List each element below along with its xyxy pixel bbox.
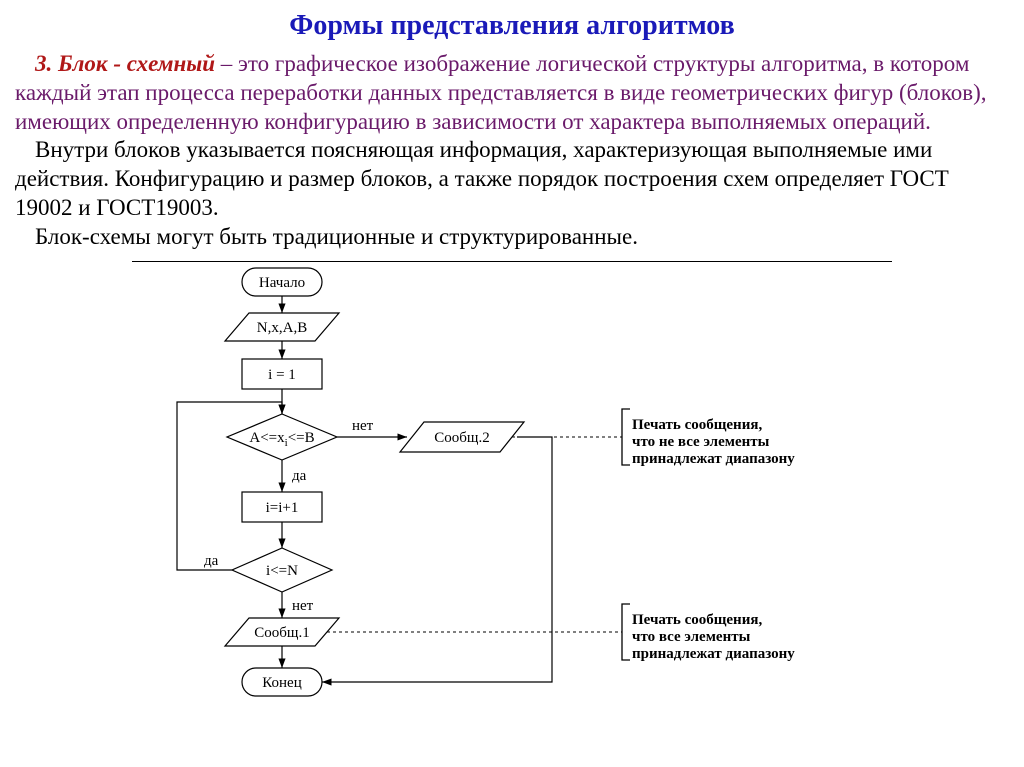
- svg-text:да: да: [292, 468, 307, 484]
- svg-text:что не все элементы: что не все элементы: [632, 434, 770, 450]
- svg-text:да: да: [204, 553, 219, 569]
- svg-text:Начало: Начало: [259, 275, 305, 291]
- paragraph-3: Блок-схемы могут быть традиционные и стр…: [15, 223, 1009, 252]
- svg-text:принадлежат диапазону: принадлежат диапазону: [632, 646, 795, 662]
- svg-text:Конец: Конец: [262, 675, 301, 691]
- flowchart-svg: данетнетдаНачалоN,x,A,Bi = 1A<=xi<=Bi=i+…: [132, 262, 892, 712]
- flowchart-container: данетнетдаНачалоN,x,A,Bi = 1A<=xi<=Bi=i+…: [132, 261, 892, 712]
- term-label: 3. Блок - схемный: [35, 51, 215, 76]
- paragraph-2: Внутри блоков указывается поясняющая инф…: [15, 136, 1009, 222]
- svg-text:Печать сообщения,: Печать сообщения,: [632, 612, 762, 628]
- page-title: Формы представления алгоритмов: [15, 10, 1009, 42]
- svg-text:Сообщ.1: Сообщ.1: [254, 625, 309, 641]
- svg-text:N,x,A,B: N,x,A,B: [257, 320, 307, 336]
- svg-text:i=i+1: i=i+1: [266, 500, 299, 516]
- svg-text:принадлежат диапазону: принадлежат диапазону: [632, 451, 795, 467]
- paragraph-1: 3. Блок - схемный – это графическое изоб…: [15, 50, 1009, 136]
- svg-text:Печать сообщения,: Печать сообщения,: [632, 417, 762, 433]
- svg-text:i<=N: i<=N: [266, 563, 298, 579]
- svg-text:что все элементы: что все элементы: [632, 629, 751, 645]
- svg-text:нет: нет: [292, 598, 314, 614]
- svg-text:i = 1: i = 1: [268, 367, 296, 383]
- svg-text:Сообщ.2: Сообщ.2: [434, 430, 489, 446]
- svg-text:нет: нет: [352, 418, 374, 434]
